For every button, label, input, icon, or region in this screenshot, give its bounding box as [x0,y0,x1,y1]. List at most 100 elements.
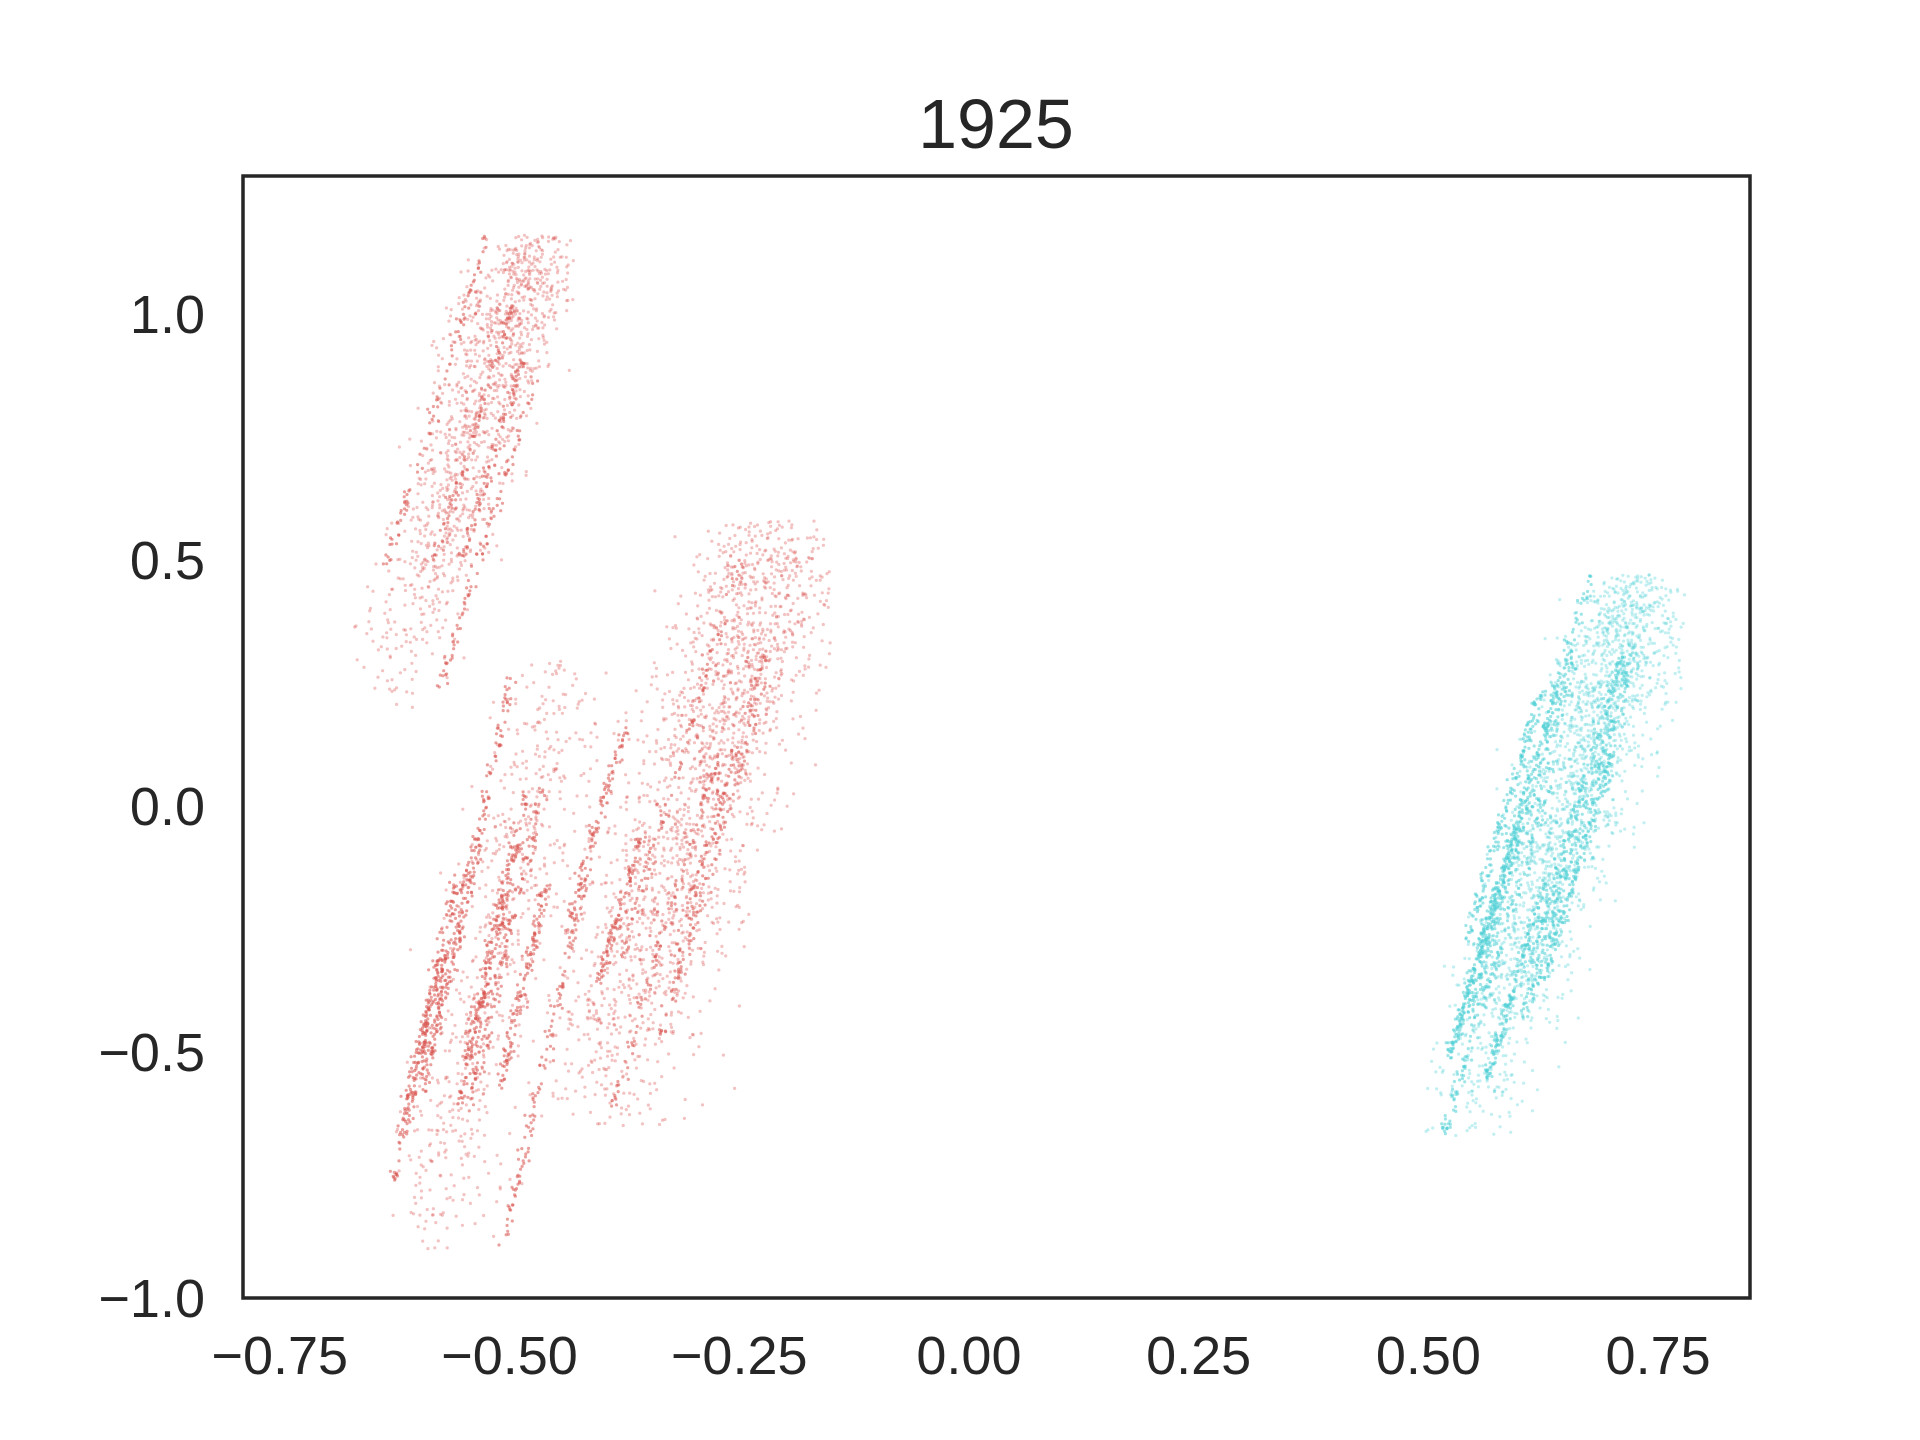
scatter-point [494,732,499,736]
scatter-point [814,708,818,712]
scatter-point [422,612,426,616]
scatter-point [776,520,780,524]
scatter-point [397,1169,401,1173]
scatter-point [705,686,709,690]
scatter-point [467,436,471,440]
scatter-point [466,258,470,262]
scatter-point [478,493,482,497]
scatter-point [557,666,561,670]
scatter-point [415,573,419,577]
scatter-point [538,1087,542,1091]
scatter-point [501,709,505,713]
scatter-point [649,683,653,687]
scatter-point [599,1046,604,1050]
scatter-point [502,345,506,349]
scatter-point [421,1088,425,1092]
scatter-point [481,558,485,562]
scatter-point [649,929,653,934]
scatter-point [542,793,547,798]
scatter-point [765,811,769,816]
scatter-point [723,642,728,647]
scatter-point [399,1094,403,1098]
scatter-point [767,638,771,643]
scatter-point [485,359,489,363]
scatter-point [477,391,482,395]
scatter-point [438,503,442,507]
scatter-point [555,905,560,910]
scatter-point [515,1005,520,1010]
scatter-point [428,458,432,463]
scatter-point [528,269,533,273]
scatter-point [716,677,720,681]
scatter-point [485,763,489,767]
scatter-point [432,381,437,385]
scatter-point [473,507,477,511]
scatter-point [445,600,449,605]
scatter-point [465,1012,469,1017]
scatter-point [474,337,478,341]
scatter-point [539,891,544,895]
scatter-point [513,408,517,412]
scatter-point [445,457,449,461]
scatter-point [502,1054,506,1058]
scatter-point [381,562,385,566]
scatter-point [499,321,503,325]
scatter-point [501,404,505,408]
scatter-point [499,268,503,272]
scatter-point [503,287,507,291]
scatter-point [495,914,499,919]
scatter-point [470,319,474,323]
scatter-point [478,1005,482,1009]
scatter-point [406,1118,411,1122]
scatter-point [764,586,768,590]
scatter-point [438,930,442,934]
scatter-point [489,343,493,347]
scatter-point [530,397,534,401]
scatter-point [510,288,515,292]
scatter-point [492,389,496,393]
scatter-point [747,592,751,596]
scatter-point [753,676,757,681]
scatter-point [474,414,478,418]
scatter-point [587,1037,592,1041]
scatter-point [564,277,568,282]
scatter-point [774,528,778,533]
scatter-point [449,344,453,348]
scatter-point [522,233,527,237]
scatter-point [433,1246,437,1250]
scatter-point [388,542,392,547]
scatter-point [385,631,389,635]
scatter-point [697,780,702,784]
scatter-point [458,945,462,949]
scatter-point [508,344,512,349]
scatter-point [411,602,415,606]
scatter-point [663,745,667,750]
scatter-point [600,992,604,996]
scatter-point [453,507,457,511]
scatter-point [660,1075,664,1079]
scatter-point [394,542,399,546]
scatter-point [435,548,439,552]
scatter-point [750,546,754,550]
scatter-point [469,283,473,287]
scatter-point [782,561,786,566]
scatter-point [478,1098,482,1103]
scatter-point [413,587,417,591]
scatter-point [430,1045,435,1049]
scatter-point [605,1087,609,1091]
scatter-point [430,530,434,534]
scatter-point [701,755,706,759]
scatter-point [479,487,483,491]
scatter-point [504,905,508,909]
scatter-point [514,680,518,685]
scatter-point [588,805,592,809]
scatter-point [456,627,460,631]
scatter-point [422,1049,426,1053]
scatter-point [712,736,716,740]
scatter-point [494,454,498,458]
scatter-point [515,1012,519,1017]
scatter-point [442,1094,446,1098]
scatter-point [747,620,751,624]
scatter-point [722,741,726,745]
scatter-point [595,735,599,739]
